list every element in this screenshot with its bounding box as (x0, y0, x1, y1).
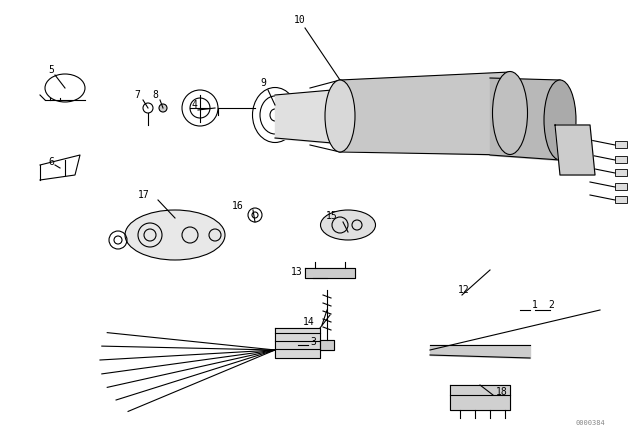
Text: 3: 3 (310, 337, 316, 347)
Ellipse shape (493, 72, 527, 155)
Ellipse shape (544, 80, 576, 160)
Text: 5: 5 (48, 65, 54, 75)
Text: 15: 15 (326, 211, 338, 221)
Polygon shape (320, 340, 334, 350)
Polygon shape (305, 268, 355, 278)
Text: 8: 8 (152, 90, 158, 100)
Text: 11: 11 (557, 143, 569, 153)
Bar (615, 169, 627, 176)
Text: 9: 9 (260, 78, 266, 88)
Text: 18: 18 (496, 387, 508, 397)
Ellipse shape (325, 80, 355, 152)
Ellipse shape (125, 210, 225, 260)
Text: 10: 10 (294, 15, 306, 25)
Text: 12: 12 (458, 285, 470, 295)
Ellipse shape (321, 210, 376, 240)
Bar (615, 196, 627, 203)
Polygon shape (275, 328, 320, 358)
Ellipse shape (341, 87, 369, 145)
Circle shape (159, 104, 167, 112)
Polygon shape (555, 125, 595, 175)
Text: 4: 4 (192, 100, 198, 110)
Text: 6: 6 (48, 157, 54, 167)
Text: 14: 14 (303, 317, 315, 327)
Text: 2: 2 (548, 300, 554, 310)
Text: 7: 7 (134, 90, 140, 100)
Bar (615, 183, 627, 190)
Text: 1: 1 (532, 300, 538, 310)
Text: 0000384: 0000384 (575, 420, 605, 426)
Text: 17: 17 (138, 190, 150, 200)
Text: 16: 16 (232, 201, 244, 211)
Polygon shape (450, 385, 510, 410)
Bar (615, 141, 627, 148)
Bar (615, 156, 627, 163)
Text: 13: 13 (291, 267, 303, 277)
